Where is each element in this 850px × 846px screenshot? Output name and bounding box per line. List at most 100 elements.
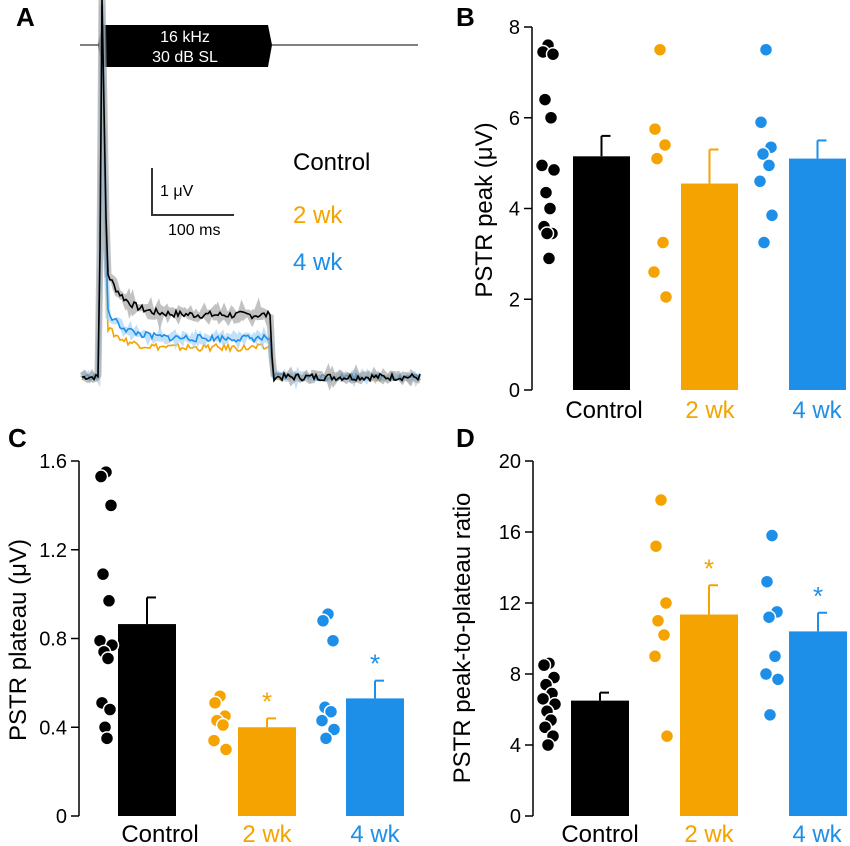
data-point-2wk xyxy=(207,695,223,711)
data-point-control xyxy=(102,702,118,717)
bar-2wk xyxy=(680,614,738,816)
data-point-2wk xyxy=(647,649,663,664)
data-point-2wk xyxy=(652,42,668,57)
data-point-4wk xyxy=(759,574,775,589)
bar-control xyxy=(573,156,630,390)
significance-star-4wk: * xyxy=(813,581,823,611)
data-point-control xyxy=(538,185,554,200)
data-point-4wk xyxy=(756,235,772,250)
data-point-2wk xyxy=(658,289,674,305)
data-point-control xyxy=(540,737,556,753)
data-point-2wk xyxy=(215,717,231,733)
data-point-2wk xyxy=(650,613,666,628)
y-tick-label: 16 xyxy=(499,522,521,544)
data-point-2wk xyxy=(657,137,673,153)
data-point-4wk xyxy=(314,713,330,728)
data-point-control xyxy=(537,720,553,735)
data-point-4wk xyxy=(752,174,768,189)
y-tick-label: 0 xyxy=(56,806,67,828)
data-point-2wk xyxy=(656,627,672,643)
data-point-4wk xyxy=(762,707,778,723)
significance-star-2wk: * xyxy=(704,553,714,583)
data-point-2wk xyxy=(648,538,664,554)
y-tick-label: 8 xyxy=(509,17,520,39)
data-point-4wk xyxy=(758,666,774,682)
data-point-control xyxy=(542,201,558,216)
panel-letter-d: D xyxy=(456,423,475,453)
y-axis-label: PSTR peak (μV) xyxy=(471,122,498,297)
data-point-4wk xyxy=(770,672,786,687)
data-point-4wk xyxy=(764,208,780,223)
data-point-4wk xyxy=(758,42,774,57)
data-point-4wk xyxy=(761,609,777,625)
y-tick-label: 4 xyxy=(509,199,520,221)
data-point-4wk xyxy=(326,722,342,737)
data-point-4wk xyxy=(323,704,339,719)
data-point-control xyxy=(99,731,115,746)
panel-d: D PSTR peak-to-plateau ratio 0 4 8 12 16 20 *… xyxy=(449,423,847,846)
y-axis-label: PSTR peak-to-plateau ratio xyxy=(449,493,476,784)
y-tick-label: 12 xyxy=(499,593,521,615)
panel-c: C PSTR plateau (μV) 00.40.81.21.6 ** Con… xyxy=(5,423,404,846)
y-axis: 0 2 4 6 8 xyxy=(509,17,533,402)
legend-2wk: 2 wk xyxy=(293,202,343,229)
category-2wk: 2 wk xyxy=(242,821,292,846)
data-point-2wk xyxy=(653,492,669,508)
data-point-control xyxy=(95,566,111,582)
bar-marks: ** xyxy=(535,492,847,816)
y-tick-label: 8 xyxy=(510,664,521,686)
y-axis: 0 4 8 12 16 20 xyxy=(499,451,534,828)
panel-a: A 16 kHz 30 dB SL 1 μV 100 ms Control 2 … xyxy=(16,0,422,391)
data-point-4wk xyxy=(767,649,783,664)
data-point-control xyxy=(534,158,550,173)
bar-4wk xyxy=(789,158,846,390)
data-point-control xyxy=(100,651,116,666)
category-control: Control xyxy=(565,397,642,424)
y-axis-label: PSTR plateau (μV) xyxy=(5,539,32,741)
data-point-control xyxy=(93,469,109,484)
data-point-2wk xyxy=(218,742,234,757)
data-point-2wk xyxy=(647,121,663,137)
bar-2wk xyxy=(238,727,296,816)
category-control: Control xyxy=(121,821,198,846)
data-point-control xyxy=(536,657,552,673)
data-point-control xyxy=(101,593,117,609)
data-point-control xyxy=(535,691,551,707)
panel-b: B PSTR peak (μV) 0 2 4 6 8 Control 2 wk 4 wk xyxy=(456,2,846,424)
panel-letter-b: B xyxy=(456,2,475,32)
data-point-2wk xyxy=(649,151,665,166)
legend-control: Control xyxy=(293,149,370,176)
data-point-control xyxy=(545,46,561,62)
y-tick-label: 6 xyxy=(509,108,520,130)
data-point-control xyxy=(103,498,119,513)
category-2wk: 2 wk xyxy=(684,821,734,846)
significance-star-2wk: * xyxy=(262,686,272,716)
data-point-control xyxy=(546,162,562,178)
data-point-control xyxy=(539,226,555,241)
data-point-2wk xyxy=(655,235,671,250)
y-tick-label: 1.6 xyxy=(39,451,67,473)
data-point-2wk xyxy=(206,733,222,748)
panel-letter-a: A xyxy=(16,2,35,32)
legend-4wk: 4 wk xyxy=(293,249,343,276)
bar-2wk xyxy=(681,183,738,390)
y-tick-label: 2 xyxy=(509,289,520,311)
data-point-2wk xyxy=(658,595,674,611)
category-4wk: 4 wk xyxy=(350,821,400,846)
pstr-traces xyxy=(79,0,422,391)
bar-4wk xyxy=(346,698,404,816)
y-tick-label: 0 xyxy=(509,380,520,402)
data-point-control xyxy=(543,110,559,125)
data-point-2wk xyxy=(646,264,662,280)
bar-4wk xyxy=(789,631,847,816)
data-point-4wk xyxy=(315,613,331,628)
stimulus-envelope xyxy=(98,25,272,67)
data-point-4wk xyxy=(325,633,341,648)
category-4wk: 4 wk xyxy=(792,821,842,846)
scale-bar-x-label: 100 ms xyxy=(168,222,220,239)
data-point-4wk xyxy=(318,731,334,746)
data-point-4wk xyxy=(761,158,777,173)
y-tick-label: 1.2 xyxy=(39,540,67,562)
stimulus-frequency: 16 kHz xyxy=(160,29,210,46)
